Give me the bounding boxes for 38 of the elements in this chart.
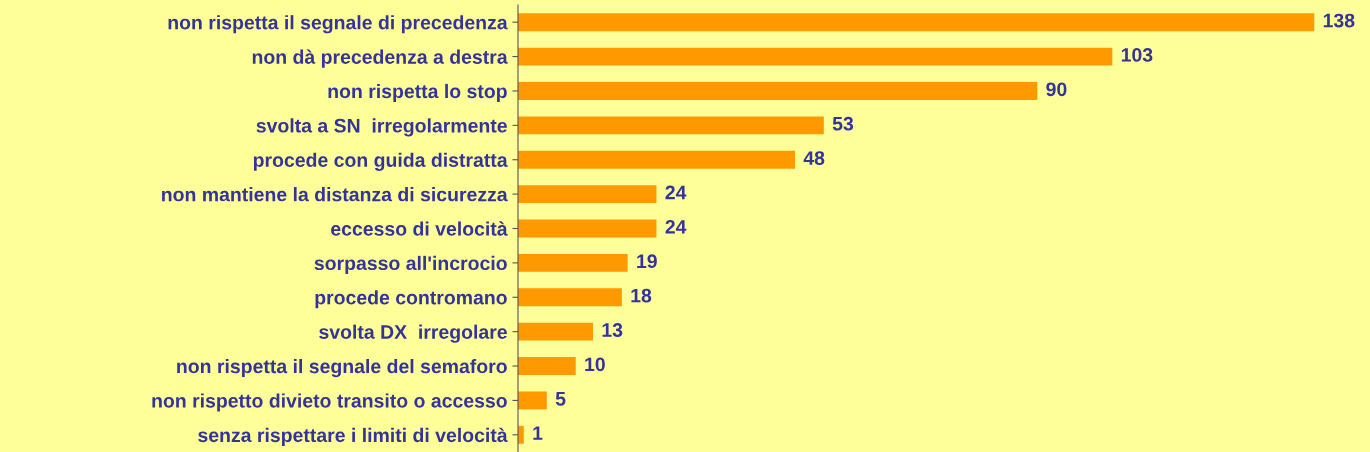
bar — [518, 219, 657, 238]
bar — [518, 253, 628, 272]
data-label: 24 — [665, 185, 687, 200]
y-tick-label: procede con guida distratta — [253, 152, 508, 171]
bar — [518, 13, 1315, 32]
data-label: 18 — [631, 288, 652, 303]
bar — [518, 185, 657, 204]
bar — [518, 391, 547, 410]
data-label: 1 — [533, 426, 543, 440]
y-tick-label: non dà precedenza a destra — [252, 49, 508, 68]
data-label: 5 — [555, 392, 566, 406]
data-label: 53 — [832, 116, 854, 131]
y-tick-label: eccesso di velocità — [331, 221, 508, 236]
bar — [518, 288, 622, 307]
y-tick-label: non rispetta il segnale del semaforo — [177, 358, 507, 378]
y-tick-label: svolta DX irregolare — [319, 324, 507, 343]
data-label: 138 — [1323, 13, 1355, 28]
y-tick-label: non mantiene la distanza di sicurezza — [162, 187, 508, 202]
y-tick-label: non rispetto divieto transito o accesso — [152, 393, 507, 412]
y-tick-label: procede contromano — [315, 290, 507, 309]
bar — [518, 322, 594, 341]
data-label: 48 — [803, 151, 825, 165]
data-label: 90 — [1046, 82, 1067, 97]
data-label: 10 — [585, 357, 605, 372]
data-label: 24 — [665, 219, 687, 234]
y-tick-label: senza rispettare i limiti di velocità — [198, 427, 508, 446]
data-label: 13 — [602, 323, 623, 337]
bar — [518, 116, 824, 135]
y-tick-label: svolta a SN irregolarmente — [256, 118, 507, 137]
data-label: 19 — [637, 254, 657, 269]
bar — [518, 82, 1038, 100]
data-label: 103 — [1121, 48, 1153, 62]
bar — [518, 150, 795, 169]
y-tick-label: non rispetta lo stop — [328, 83, 507, 103]
y-tick-label: sorpasso all'incrocio — [314, 255, 507, 274]
y-tick-label: non rispetta il segnale di precedenza — [168, 15, 508, 34]
bar — [518, 47, 1113, 66]
bar — [518, 357, 576, 375]
